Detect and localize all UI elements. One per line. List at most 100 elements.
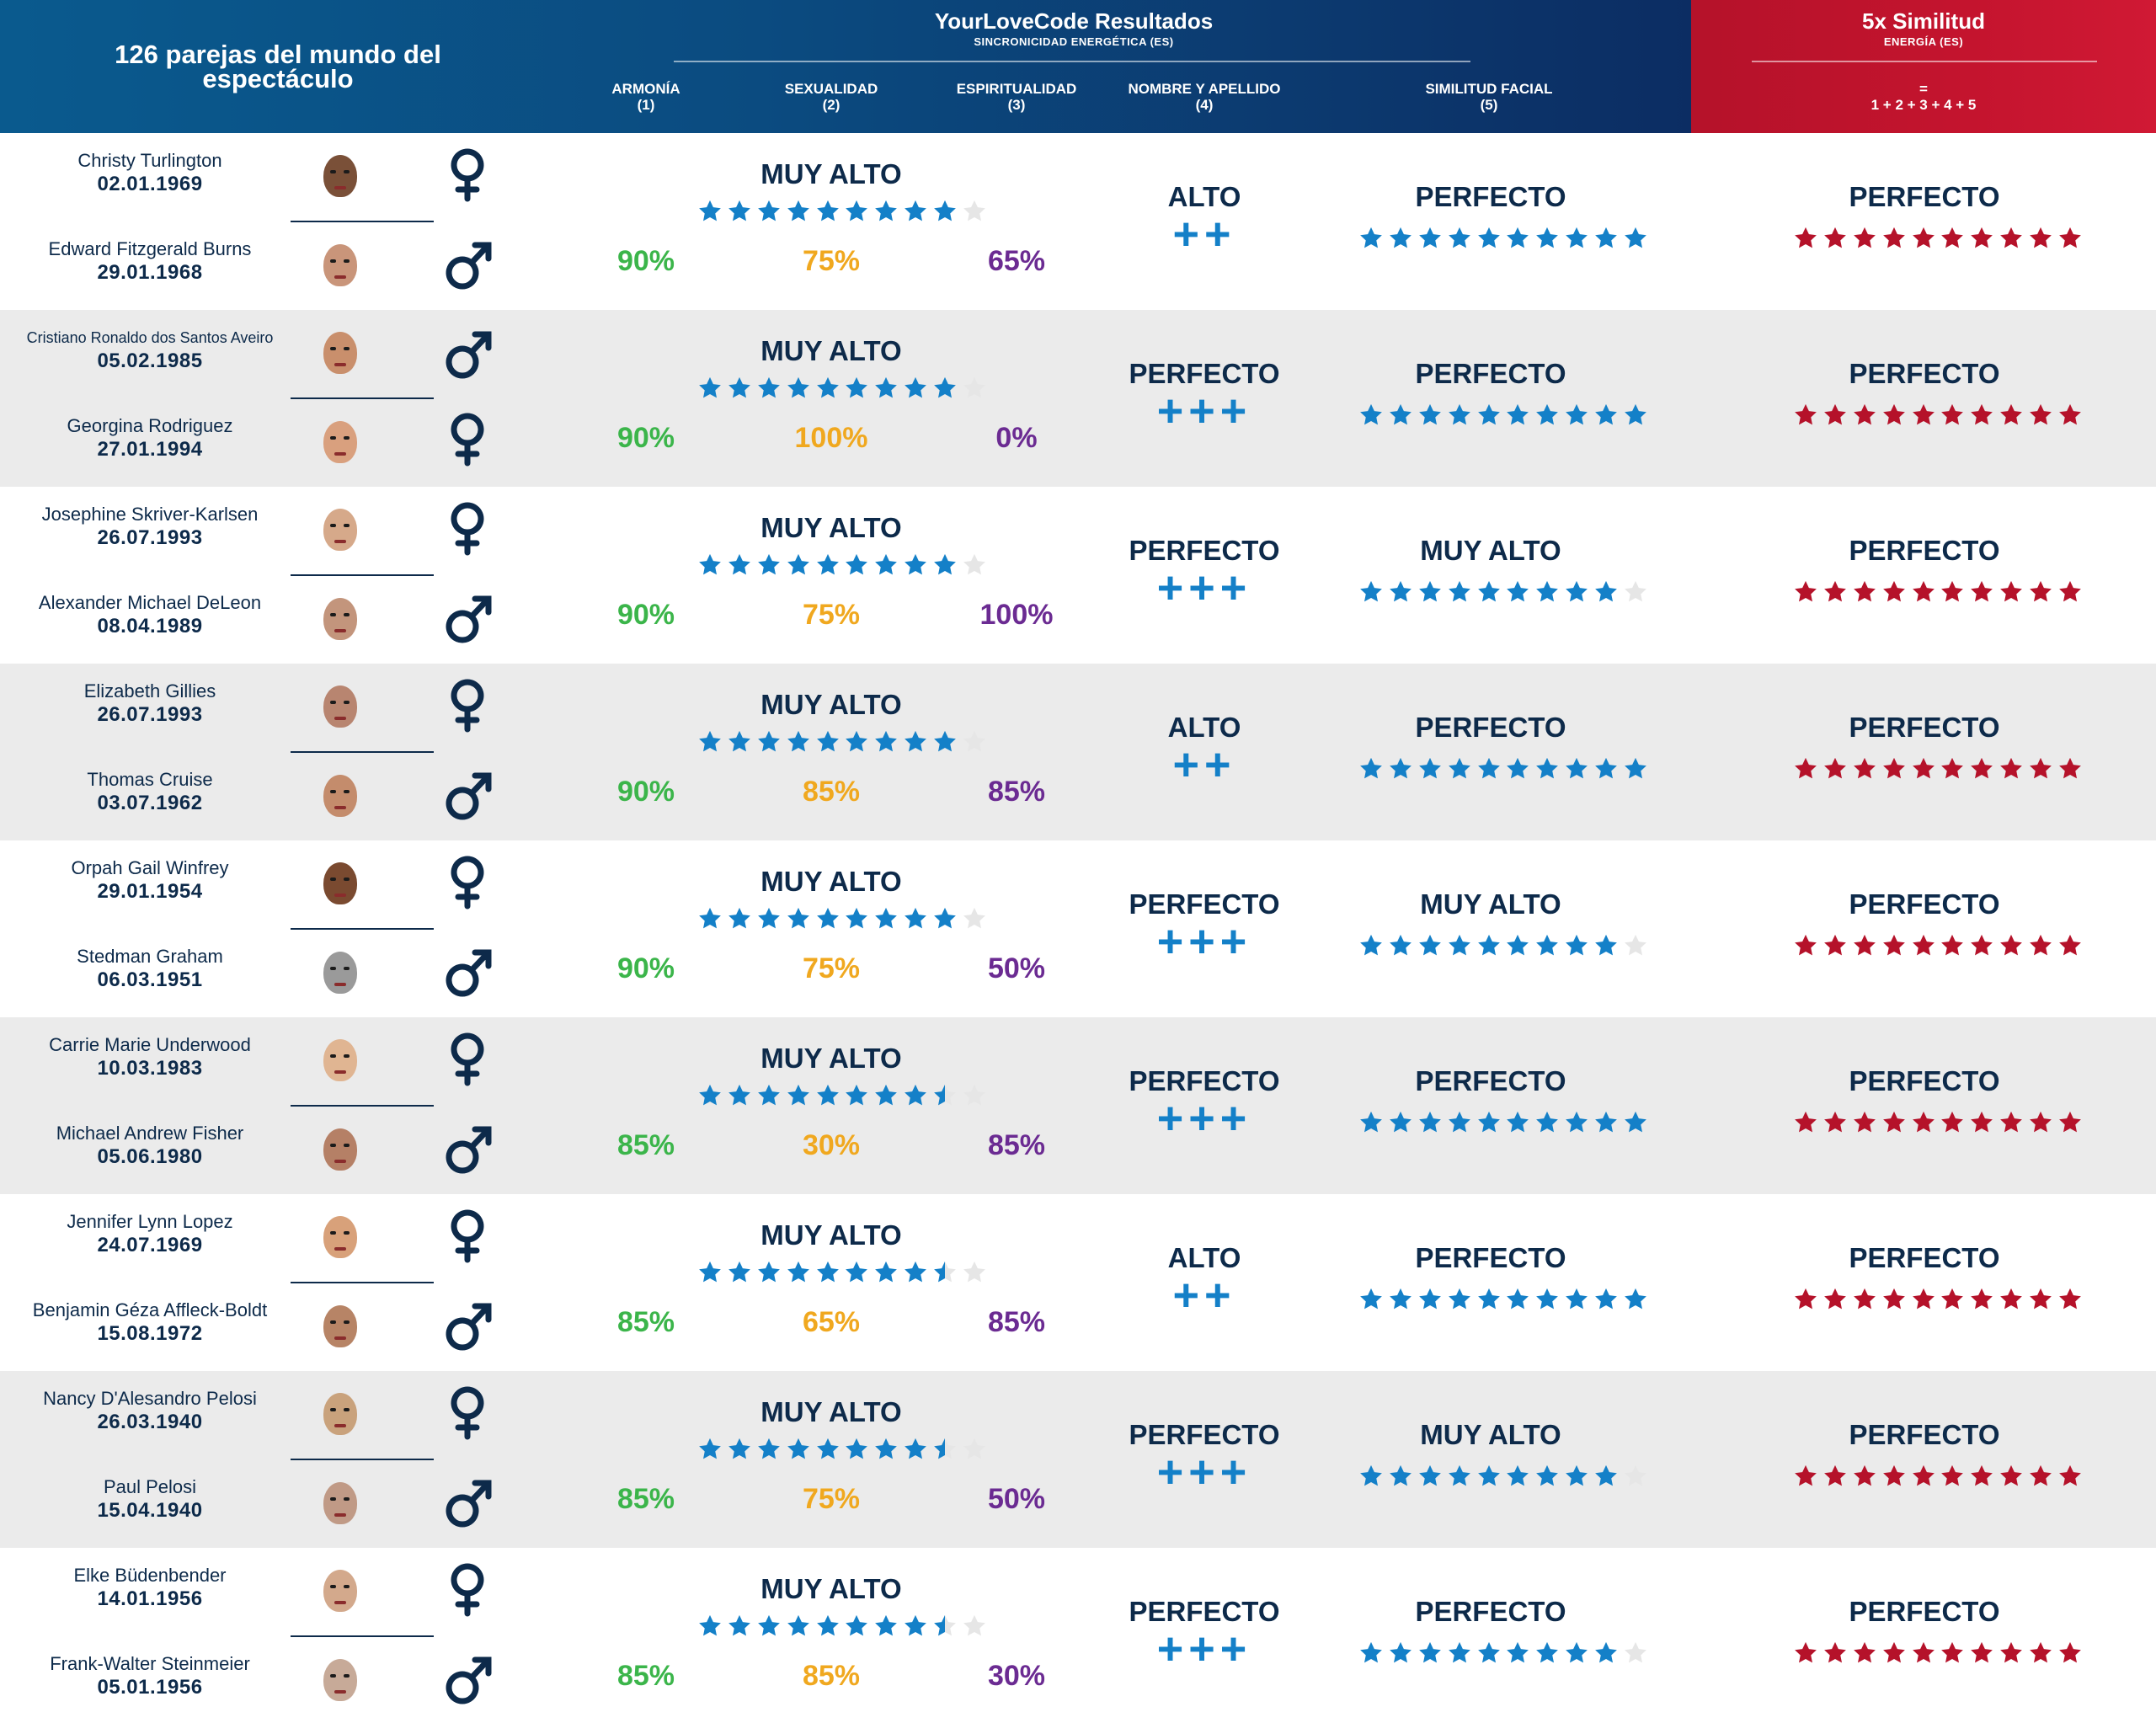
sync-star-rating (696, 552, 990, 578)
face-star-rating (1357, 403, 1651, 428)
sync-star-rating (696, 199, 990, 224)
gender-symbol (440, 1383, 495, 1442)
face-star-rating (1357, 1287, 1651, 1312)
person-photo (312, 1299, 368, 1354)
name-label: ALTO (1167, 181, 1241, 212)
total-star-rating (1791, 1110, 2085, 1135)
face-label: PERFECTO (1415, 1065, 1566, 1096)
venus-icon (451, 413, 484, 467)
face-label: PERFECTO (1415, 1242, 1566, 1273)
sexualidad-value: 75% (802, 1483, 861, 1515)
sexualidad-value: 100% (794, 422, 868, 454)
sync-label: MUY ALTO (760, 689, 902, 720)
mars-icon (446, 1480, 492, 1528)
name-plus-rating: +++ (1156, 916, 1252, 967)
similarity-divider (1752, 61, 2097, 62)
person-birthdate: 29.01.1954 (97, 880, 203, 903)
person-name: Stedman Graham (77, 946, 223, 967)
col-header-similitud-facial: SIMILITUD FACIAL (5) (1425, 81, 1553, 113)
total-label: PERFECTO (1849, 1065, 2000, 1096)
person-photo (312, 1386, 368, 1442)
total-star-rating (1791, 933, 2085, 958)
person-name: Alexander Michael DeLeon (38, 592, 262, 613)
face-label: PERFECTO (1415, 181, 1566, 212)
name-plus-rating: ++ (1172, 739, 1236, 790)
venus-icon (451, 1032, 484, 1086)
mars-icon (446, 1126, 492, 1174)
gender-symbol (440, 763, 495, 822)
person-birthdate: 05.01.1956 (97, 1676, 203, 1699)
mars-icon (446, 949, 492, 997)
sexualidad-value: 75% (802, 245, 861, 277)
couple-row: Carrie Marie Underwood 10.03.1983 Michael … (0, 1017, 2156, 1194)
sexualidad-value: 75% (802, 952, 861, 984)
person-photo (312, 1122, 368, 1177)
sync-label: MUY ALTO (760, 335, 902, 366)
armonia-value: 90% (616, 245, 675, 277)
sync-label: MUY ALTO (760, 1573, 902, 1604)
total-label: PERFECTO (1849, 1596, 2000, 1627)
name-plus-rating: ++ (1172, 209, 1236, 259)
person-photo (312, 1563, 368, 1619)
gender-symbol (440, 940, 495, 999)
gender-symbol (440, 322, 495, 381)
couple-row: Orpah Gail Winfrey 29.01.1954 Stedman Grah… (0, 840, 2156, 1017)
person-birthdate: 29.01.1968 (97, 261, 203, 284)
couple-divider (291, 221, 434, 222)
sexualidad-value: 65% (802, 1306, 861, 1338)
sync-label: MUY ALTO (760, 158, 902, 189)
name-plus-rating: +++ (1156, 1447, 1252, 1497)
espiritualidad-value: 85% (987, 1306, 1046, 1338)
sync-star-rating (696, 1083, 990, 1108)
person-1: Elke Büdenbender 14.01.1956 (7, 1565, 293, 1612)
name-plus-rating: +++ (1156, 1624, 1252, 1674)
espiritualidad-value: 0% (995, 422, 1038, 454)
person-birthdate: 24.07.1969 (97, 1234, 203, 1256)
person-name: Paul Pelosi (103, 1476, 197, 1497)
total-star-rating (1791, 1287, 2085, 1312)
person-photo (312, 325, 368, 381)
name-label: PERFECTO (1129, 358, 1280, 389)
person-birthdate: 26.03.1940 (97, 1411, 203, 1433)
face-label: MUY ALTO (1420, 535, 1561, 566)
total-label: PERFECTO (1849, 535, 2000, 566)
person-name: Carrie Marie Underwood (49, 1034, 251, 1055)
mars-icon (446, 1303, 492, 1351)
venus-icon (451, 1209, 484, 1263)
person-2: Benjamin Géza Affleck-Boldt 15.08.1972 (7, 1299, 293, 1347)
person-1: Carrie Marie Underwood 10.03.1983 (7, 1034, 293, 1081)
espiritualidad-value: 85% (987, 1129, 1046, 1161)
sexualidad-value: 30% (802, 1129, 861, 1161)
name-label: PERFECTO (1129, 535, 1280, 566)
espiritualidad-value: 50% (987, 952, 1046, 984)
sync-star-rating (696, 906, 990, 931)
name-label: PERFECTO (1129, 1419, 1280, 1450)
gender-symbol (440, 232, 495, 291)
gender-symbol (440, 409, 495, 468)
armonia-value: 90% (616, 599, 675, 631)
total-star-rating (1791, 1640, 2085, 1666)
total-label: PERFECTO (1849, 712, 2000, 743)
gender-symbol (440, 1029, 495, 1088)
armonia-value: 85% (616, 1483, 675, 1515)
sync-star-rating (696, 1614, 990, 1639)
venus-icon (451, 679, 484, 733)
person-1: Orpah Gail Winfrey 29.01.1954 (7, 857, 293, 904)
person-name: Nancy D'Alesandro Pelosi (43, 1388, 257, 1409)
name-label: PERFECTO (1129, 1065, 1280, 1096)
gender-symbol (440, 1117, 495, 1176)
face-star-rating (1357, 1464, 1651, 1489)
couple-divider (291, 751, 434, 753)
person-birthdate: 15.04.1940 (97, 1499, 203, 1522)
sync-star-rating (696, 1437, 990, 1462)
header-divider (674, 61, 1470, 62)
couple-row: Jennifer Lynn Lopez 24.07.1969 Benjamin Gé… (0, 1194, 2156, 1371)
sync-label: MUY ALTO (760, 1219, 902, 1251)
person-birthdate: 26.07.1993 (97, 526, 203, 549)
face-label: PERFECTO (1415, 1596, 1566, 1627)
sync-label: MUY ALTO (760, 1396, 902, 1427)
espiritualidad-value: 65% (987, 245, 1046, 277)
sexualidad-value: 85% (802, 776, 861, 808)
person-birthdate: 03.07.1962 (97, 792, 203, 814)
person-photo (312, 591, 368, 647)
